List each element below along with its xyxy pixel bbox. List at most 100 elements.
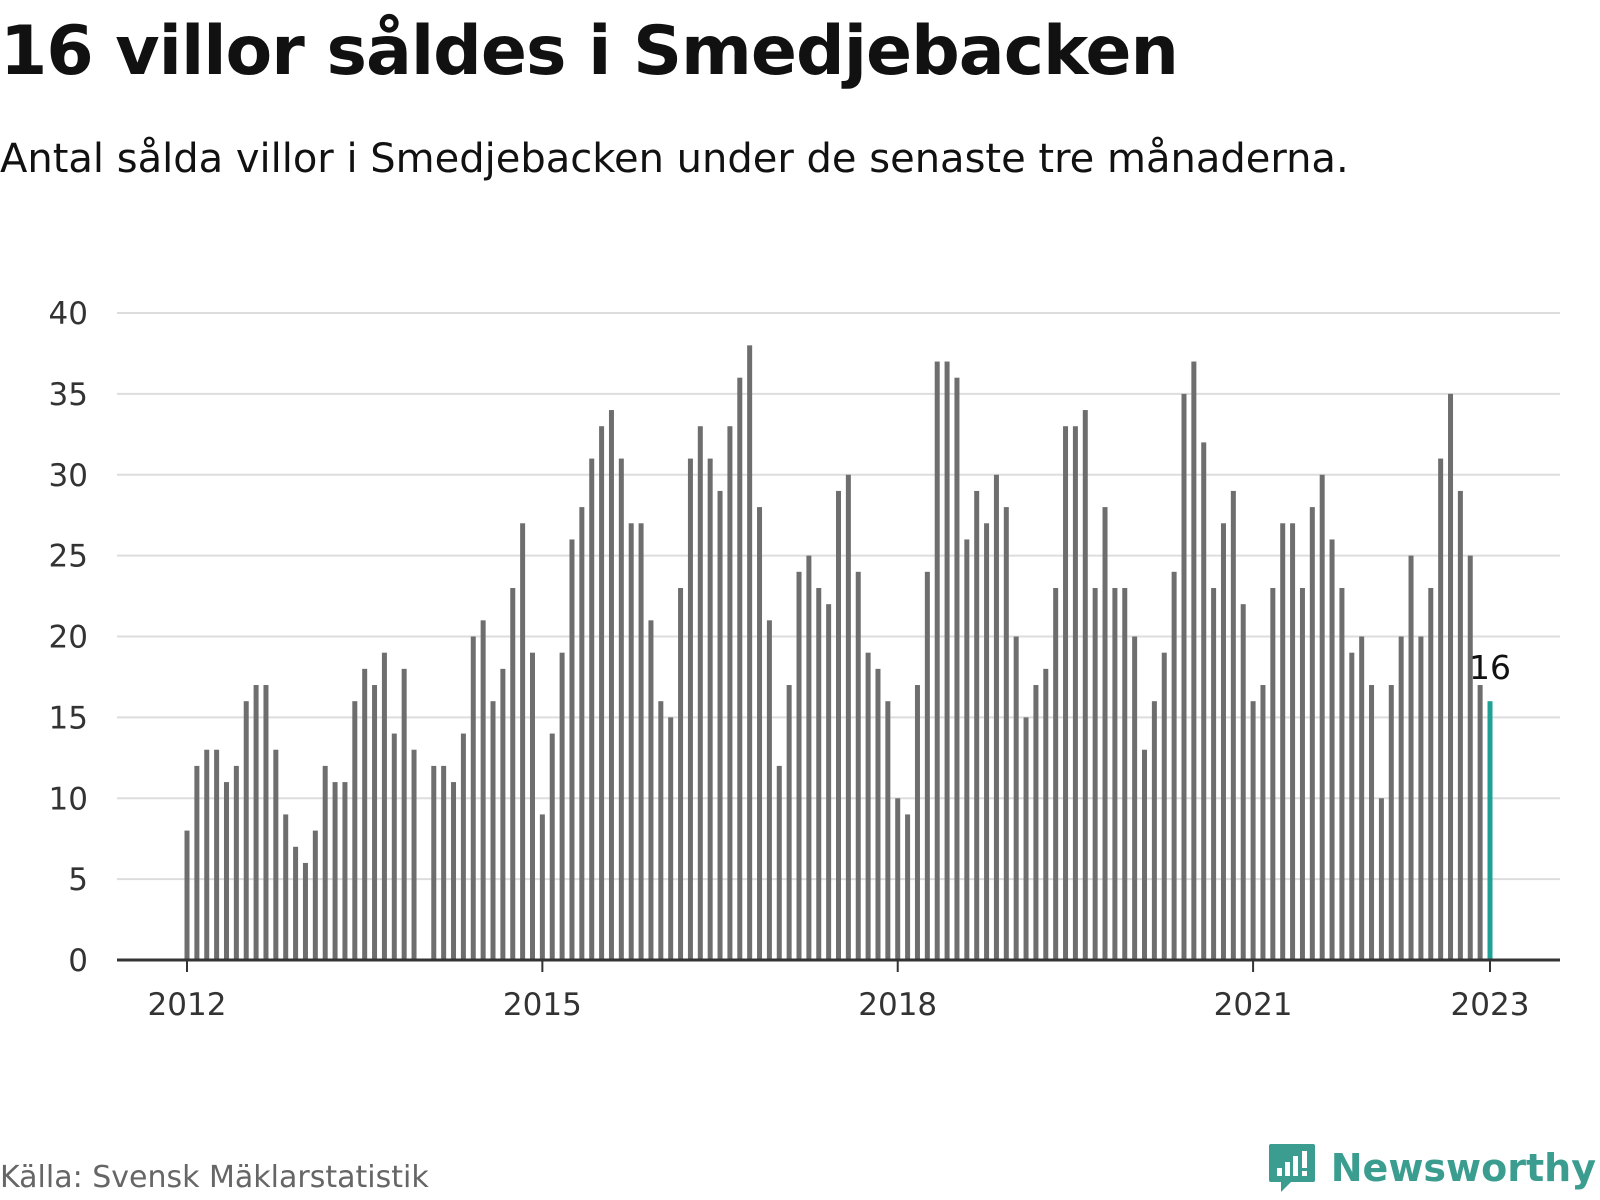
bar [1191,361,1197,960]
bar [1359,636,1365,960]
bar [372,685,378,960]
bar [1112,587,1118,960]
bar [1092,587,1098,960]
y-tick-label: 20 [49,620,88,656]
bar [214,749,220,960]
bar [1053,587,1059,960]
bar [727,426,733,961]
bar [1448,393,1454,960]
bar [441,765,447,960]
bar [539,814,545,960]
bar [1023,717,1029,960]
bar [520,523,526,960]
bar [1240,604,1246,960]
bar [273,749,279,960]
bar [549,733,555,960]
bar [1220,523,1226,960]
bars [184,345,1493,961]
bar [648,620,654,960]
bar [391,733,397,960]
bar [934,361,940,960]
bar [569,539,575,960]
bar [1201,442,1207,960]
bar [678,587,684,960]
bar [766,620,772,960]
bar [529,652,535,960]
bar-chart: 0 5 10 15 20 25 30 35 40 2012 2015 2018 2021 2023 16 [49,296,1560,1023]
y-tick-label: 25 [49,539,88,575]
bar [984,523,990,960]
bar [608,410,614,960]
bar [431,765,437,960]
bar [1467,555,1473,960]
bar [1250,701,1256,960]
bar [579,507,585,960]
bar [243,701,249,960]
brand: Newsworthy [1267,1142,1596,1194]
bar [668,717,674,960]
bar [451,782,457,960]
bar [1013,636,1019,960]
bar [717,490,723,960]
bar [924,571,930,960]
bar [954,377,960,960]
bar [283,814,289,960]
y-tick-label: 15 [49,700,88,736]
bar [559,652,565,960]
bar [1063,426,1069,961]
bar [253,685,259,960]
bar [628,523,634,960]
bar [1299,587,1305,960]
bar [223,782,229,960]
bar [332,782,338,960]
bar [618,458,624,960]
bar [1151,701,1157,960]
bar [194,765,200,960]
bar [875,668,881,960]
bar [1102,507,1108,960]
x-tick-label: 2012 [148,987,227,1023]
x-tick-label: 2021 [1214,987,1293,1023]
bar [1388,685,1394,960]
bar [401,668,407,960]
brand-name: Newsworthy [1330,1146,1596,1190]
bar [352,701,358,960]
bar [944,361,950,960]
last-value-label: 16 [1469,648,1511,687]
bar [747,345,753,961]
bar [993,474,999,960]
bar [411,749,417,960]
bar [1418,636,1424,960]
bar [1290,523,1296,960]
bar [342,782,348,960]
bar [1142,749,1148,960]
chart-title: 16 villor såldes i Smedjebacken [0,12,1179,91]
bar [1408,555,1414,960]
bar [470,636,476,960]
x-tick-label: 2015 [503,987,582,1023]
y-tick-label: 5 [68,862,88,898]
bar [302,862,308,960]
bar [816,587,822,960]
bar [1211,587,1217,960]
bar [855,571,861,960]
bar [845,474,851,960]
bar [905,814,911,960]
bar [914,685,920,960]
y-axis-ticks: 0 5 10 15 20 25 30 35 40 [49,296,88,979]
bar [599,426,605,961]
bar [233,765,239,960]
bar [1309,507,1315,960]
newsworthy-logo-icon [1268,1144,1315,1192]
bar [658,701,664,960]
bar [1477,685,1483,960]
bar [1171,571,1177,960]
bar [1319,474,1325,960]
chart-subtitle: Antal sålda villor i Smedjebacken under … [0,136,1349,182]
bar [312,830,318,960]
bar [796,571,802,960]
bar [362,668,368,960]
bar [885,701,891,960]
bar [1260,685,1266,960]
bar [1428,587,1434,960]
